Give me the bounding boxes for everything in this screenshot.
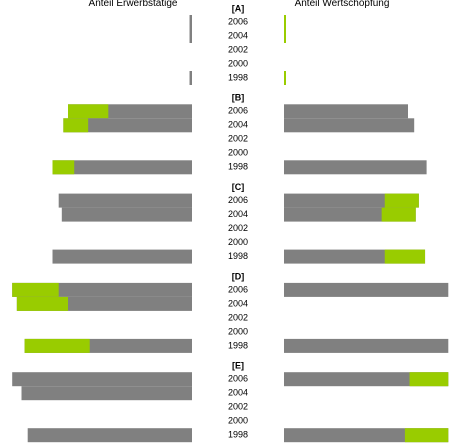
left-bar: [63, 118, 192, 133]
group-label: [D]: [232, 271, 245, 281]
right-bar-highlight: [404, 428, 449, 443]
group-label: [A]: [232, 3, 245, 13]
year-label: 2004: [228, 388, 248, 398]
chart-marks: [A] 2006 2004 2002 2000 1998 [B] 2006 2004 2002 20…: [12, 3, 449, 443]
right-bar-highlight: [384, 193, 419, 208]
year-label: 2002: [228, 223, 248, 233]
left-panel-title: Anteil Erwerbstätige: [89, 0, 178, 9]
left-bar-highlight: [63, 118, 89, 133]
year-label: 2002: [228, 44, 248, 54]
left-bar-highlight: [68, 104, 109, 119]
year-label: 2006: [228, 106, 248, 116]
year-label: 2000: [228, 58, 248, 68]
year-label: 2006: [228, 284, 248, 294]
right-bar: [284, 282, 449, 297]
year-label: 2000: [228, 237, 248, 247]
left-bar-highlight: [12, 282, 59, 297]
left-bar: [189, 15, 192, 29]
right-bar: [284, 338, 449, 353]
year-label: 1998: [228, 162, 248, 172]
left-bar-highlight: [16, 296, 69, 311]
year-label: 2006: [228, 16, 248, 26]
right-panel-title: Anteil Wertschöpfung: [295, 0, 390, 9]
left-bar: [12, 372, 193, 387]
year-label: 2000: [228, 148, 248, 158]
right-bar: [284, 118, 415, 133]
left-bar: [27, 428, 193, 443]
year-label: 2002: [228, 402, 248, 412]
left-bar-highlight: [52, 160, 75, 175]
left-bar: [189, 71, 192, 85]
year-label: 1998: [228, 72, 248, 82]
year-label: 1998: [228, 251, 248, 261]
right-bar-highlight: [384, 249, 426, 264]
year-label: 2004: [228, 298, 248, 308]
left-bar-highlight: [24, 338, 90, 353]
year-label: 2002: [228, 312, 248, 322]
year-label: 2004: [228, 120, 248, 130]
left-bar: [61, 207, 192, 222]
group-label: [C]: [232, 182, 245, 192]
year-label: 1998: [228, 430, 248, 440]
year-label: 2004: [228, 30, 248, 40]
left-bar: [52, 249, 192, 264]
left-bar: [58, 193, 193, 208]
right-bar-highlight: [284, 71, 286, 85]
right-bar-highlight: [284, 15, 286, 29]
year-label: 2002: [228, 134, 248, 144]
year-label: 2006: [228, 195, 248, 205]
left-bar: [189, 29, 192, 43]
year-label: 2000: [228, 326, 248, 336]
right-bar-highlight: [409, 372, 449, 387]
year-label: 2006: [228, 374, 248, 384]
right-bar: [284, 160, 427, 175]
group-label: [B]: [232, 93, 245, 103]
left-bar: [21, 386, 192, 401]
year-label: 1998: [228, 340, 248, 350]
year-label: 2000: [228, 416, 248, 426]
group-label: [E]: [232, 361, 244, 371]
right-bar: [284, 372, 449, 387]
right-bar-highlight: [381, 207, 416, 222]
year-label: 2004: [228, 209, 248, 219]
right-bar: [284, 104, 408, 119]
right-bar-highlight: [284, 29, 286, 43]
left-bar: [52, 160, 192, 175]
